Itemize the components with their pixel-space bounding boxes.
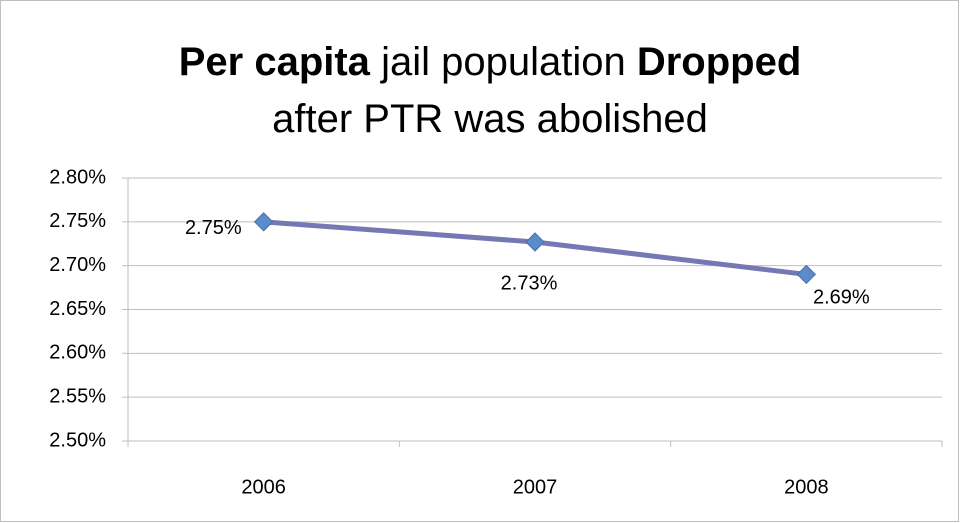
marker [525,232,545,252]
data-label: 2.69% [813,287,870,309]
y-tick-label: 2.50% [49,429,106,451]
y-tick-label: 2.75% [49,210,106,232]
x-tick-label: 2007 [513,476,558,498]
x-tick-label: 2006 [241,476,286,498]
title-run: after PTR was abolished [272,97,708,141]
y-tick-label: 2.70% [49,254,106,276]
y-tick-label: 2.55% [49,385,106,407]
marker [796,264,817,285]
chart-title: Per capita jail population Dropped [179,40,802,84]
title-run: Per capita [179,40,371,84]
y-tick-label: 2.80% [49,166,106,188]
chart-title: after PTR was abolished [272,97,708,141]
x-tick-label: 2008 [784,476,829,498]
title-run: Dropped [637,40,801,84]
title-run: jail population [380,40,626,84]
y-tick-label: 2.60% [49,342,106,364]
data-label: 2.75% [185,217,242,239]
y-tick-label: 2.65% [49,298,106,320]
marker [253,212,274,232]
data-label: 2.73% [501,272,558,294]
